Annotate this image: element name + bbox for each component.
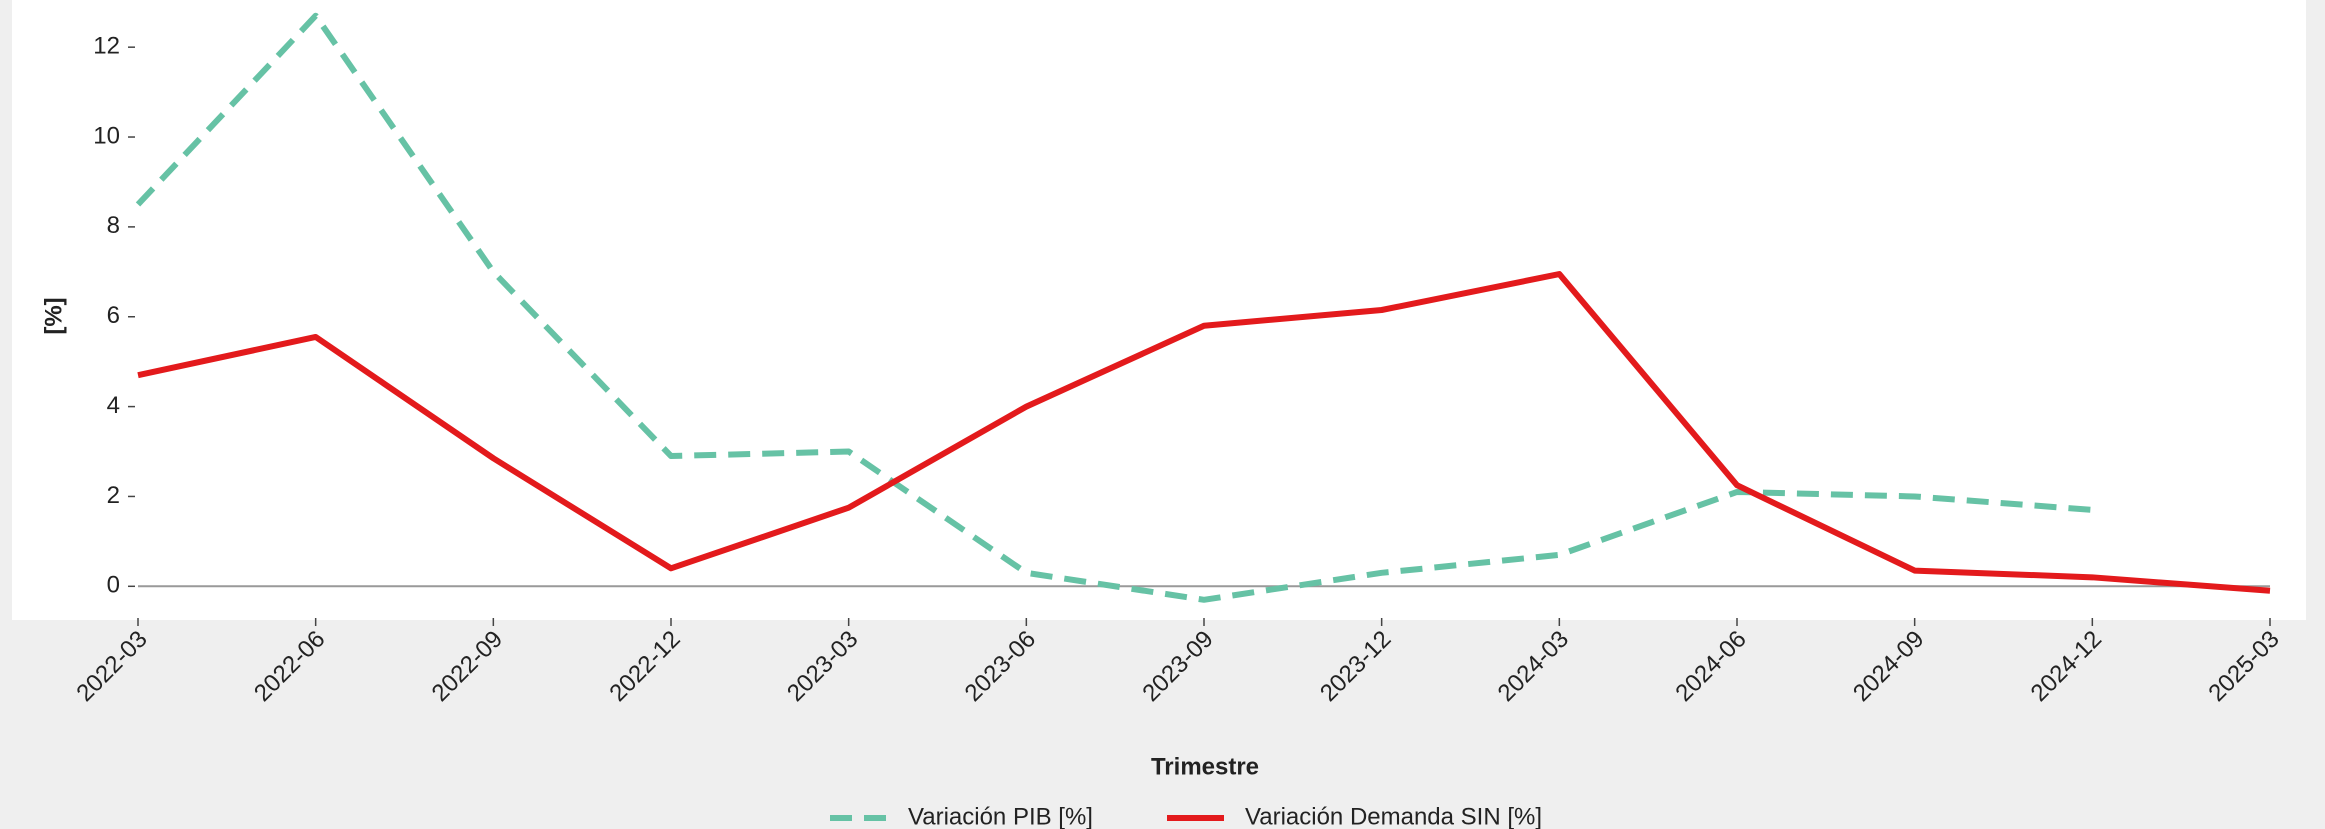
x-axis-label: Trimestre xyxy=(1151,753,1259,780)
y-tick-label: 0 xyxy=(107,572,120,599)
series-line xyxy=(137,271,2271,594)
y-tick-label: 12 xyxy=(93,33,120,60)
x-tick-label: 2024-09 xyxy=(1848,626,1929,707)
x-tick-label: 2022-06 xyxy=(249,626,330,707)
y-tick-label: 2 xyxy=(107,482,120,509)
x-tick-label: 2023-03 xyxy=(782,626,863,707)
y-axis-label: [%] xyxy=(40,297,67,334)
x-tick-label: 2023-12 xyxy=(1315,626,1396,707)
plot-background xyxy=(12,0,2306,620)
x-tick-label: 2022-03 xyxy=(71,626,152,707)
x-tick-label: 2023-06 xyxy=(960,626,1041,707)
legend-label: Variación PIB [%] xyxy=(908,803,1093,829)
x-tick-label: 2022-12 xyxy=(604,626,685,707)
x-tick-label: 2024-12 xyxy=(2026,626,2107,707)
y-tick-label: 6 xyxy=(107,302,120,329)
y-tick-label: 8 xyxy=(107,212,120,239)
series-line xyxy=(135,12,2093,603)
legend-label: Variación Demanda SIN [%] xyxy=(1245,803,1542,829)
x-tick-label: 2024-03 xyxy=(1493,626,1574,707)
y-tick-label: 10 xyxy=(93,122,120,149)
y-tick-label: 4 xyxy=(107,392,120,419)
x-tick-label: 2025-03 xyxy=(2203,626,2284,707)
x-tick-label: 2023-09 xyxy=(1137,626,1218,707)
x-tick-label: 2024-06 xyxy=(1670,626,1751,707)
x-tick-label: 2022-09 xyxy=(427,626,508,707)
